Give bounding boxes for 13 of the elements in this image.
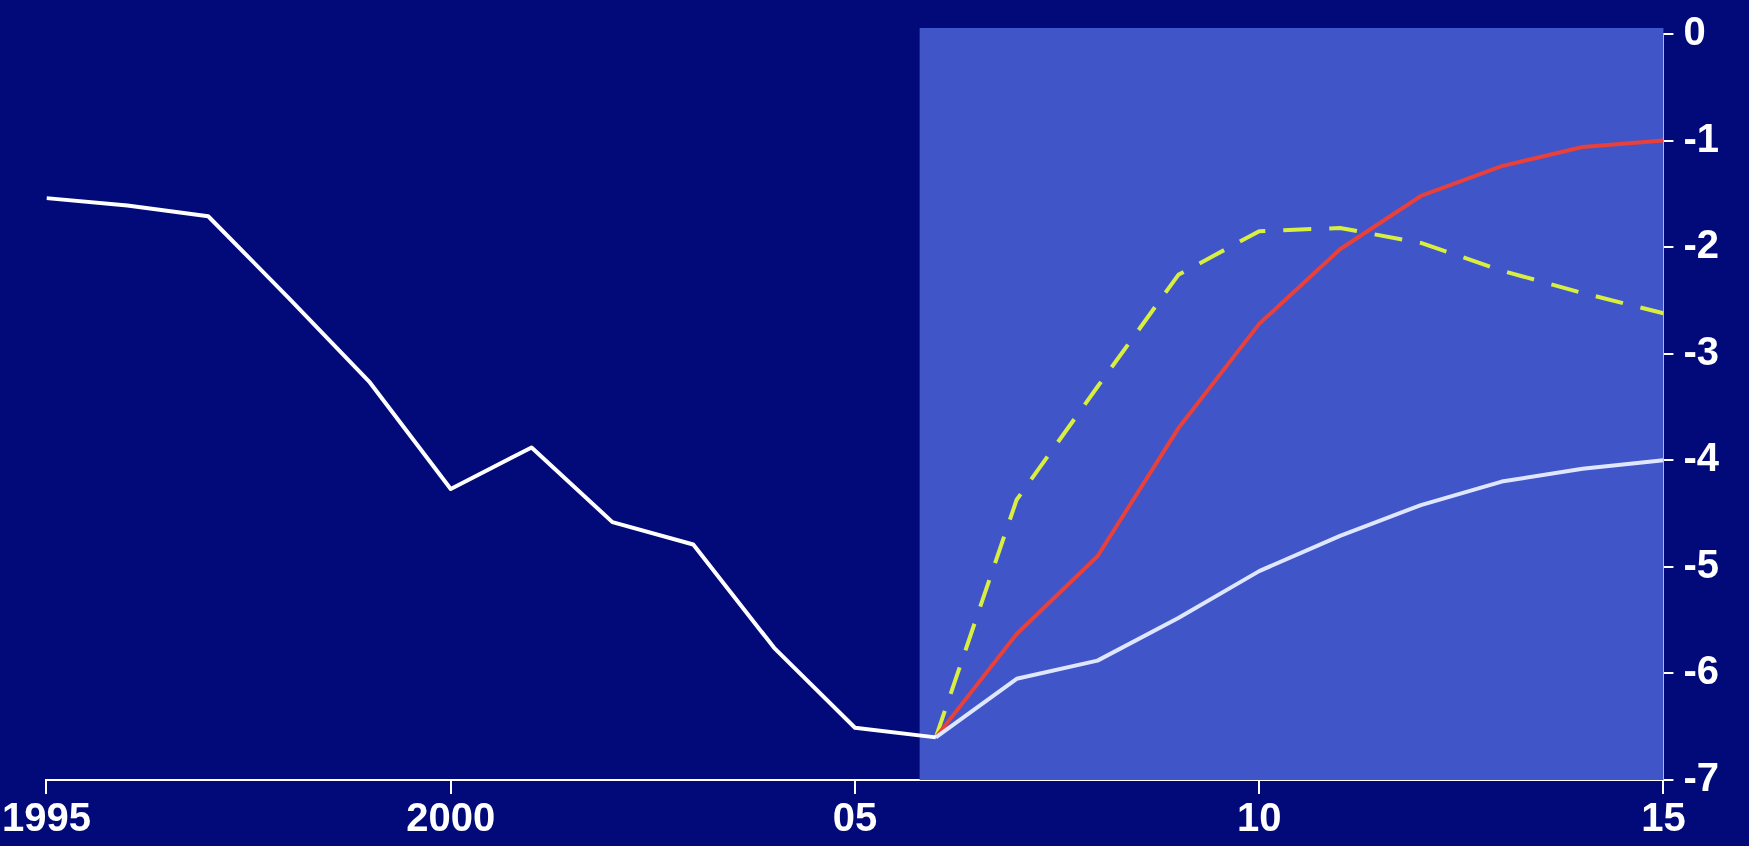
x-tick-label: 10 — [1236, 795, 1282, 840]
y-tick-label: 0 — [1683, 9, 1706, 54]
y-tick-label: -4 — [1683, 435, 1720, 480]
y-tick-label: -1 — [1683, 115, 1720, 160]
y-tick-label: -5 — [1683, 541, 1720, 586]
x-tick-label: 05 — [832, 795, 878, 840]
y-tick-label: -3 — [1683, 328, 1720, 373]
x-tick-label: 1995 — [2, 795, 91, 840]
y-tick-label: -7 — [1683, 755, 1720, 800]
x-tick-label: 2000 — [406, 795, 496, 840]
y-tick-label: -2 — [1683, 222, 1720, 267]
x-tick-label: 15 — [1641, 795, 1686, 840]
y-tick-label: -6 — [1683, 648, 1720, 693]
